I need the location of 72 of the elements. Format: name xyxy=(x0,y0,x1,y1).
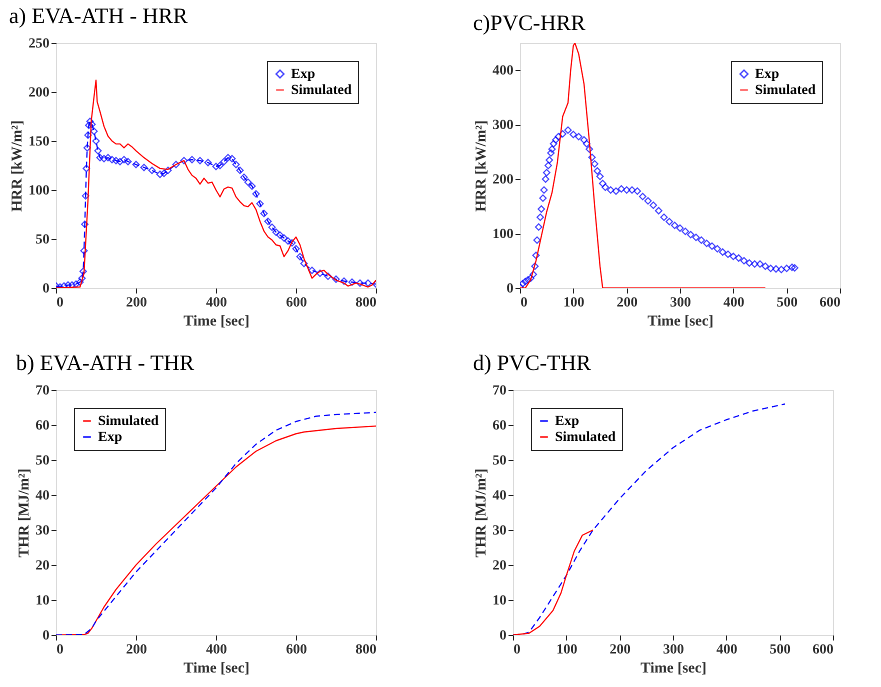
legend-label: Simulated xyxy=(291,83,352,98)
x-tick-label: 500 xyxy=(770,642,791,658)
x-tick-label: 600 xyxy=(286,296,307,310)
chart-title: a) EVA-ATH - HRR xyxy=(9,3,188,28)
chart-title: d) PVC-THR xyxy=(473,350,592,375)
y-tick-label: 10 xyxy=(492,594,506,608)
y-tick-label: 50 xyxy=(36,232,50,248)
x-tick-label: 100 xyxy=(563,296,584,310)
legend-label: Simulated xyxy=(555,430,616,445)
y-tick-label: 0 xyxy=(42,628,50,644)
x-axis-title: Time [sec] xyxy=(640,660,706,676)
line-series xyxy=(513,529,594,635)
y-tick-label: 0 xyxy=(42,282,50,296)
y-tick-label: 60 xyxy=(492,418,506,434)
x-tick-label: 100 xyxy=(556,642,578,658)
legend-label: Exp xyxy=(291,67,316,82)
x-tick-label: 400 xyxy=(716,642,738,658)
y-tick-label: 70 xyxy=(36,384,50,398)
legend-label: Simulated xyxy=(755,83,816,98)
legend-label: Exp xyxy=(755,67,780,82)
y-tick-label: 50 xyxy=(492,454,506,468)
y-axis-title: HRR [kW/m²] xyxy=(10,120,26,212)
x-tick-label: 200 xyxy=(126,296,147,310)
y-axis-title: THR [MJ/m²] xyxy=(474,468,490,558)
x-tick-label: 600 xyxy=(286,642,307,658)
x-tick-label: 800 xyxy=(356,642,376,658)
x-tick-label: 200 xyxy=(616,296,638,310)
y-tick-label: 100 xyxy=(28,184,50,198)
x-tick-label: 500 xyxy=(776,296,798,310)
y-tick-label: 20 xyxy=(36,558,50,574)
y-tick-label: 50 xyxy=(36,454,50,468)
y-tick-label: 200 xyxy=(492,172,514,188)
y-tick-label: 20 xyxy=(492,558,506,574)
x-tick-label: 200 xyxy=(610,642,631,658)
x-tick-label: 300 xyxy=(663,642,684,658)
y-tick-label: 40 xyxy=(36,488,50,504)
y-tick-label: 0 xyxy=(506,282,514,296)
x-tick-label: 400 xyxy=(206,642,227,658)
x-tick-label: 400 xyxy=(723,296,744,310)
y-tick-label: 60 xyxy=(36,418,50,434)
y-tick-label: 30 xyxy=(492,524,506,538)
legend-label: Exp xyxy=(555,414,580,429)
y-tick-label: 400 xyxy=(492,64,514,79)
legend-label: Simulated xyxy=(98,414,159,429)
y-tick-label: 10 xyxy=(36,594,50,608)
y-tick-label: 300 xyxy=(492,118,514,134)
y-tick-label: 70 xyxy=(492,384,506,398)
x-tick-label: 600 xyxy=(820,296,840,310)
y-tick-label: 250 xyxy=(28,36,50,52)
y-axis-title: HRR [kW/m²] xyxy=(474,120,490,212)
y-tick-label: 200 xyxy=(28,86,50,100)
x-axis-title: Time [sec] xyxy=(184,314,250,330)
y-tick-label: 30 xyxy=(36,524,50,538)
chart-title: c)PVC-HRR xyxy=(473,10,586,35)
x-tick-label: 0 xyxy=(56,296,64,310)
y-tick-label: 40 xyxy=(492,488,506,504)
x-axis-title: Time [sec] xyxy=(184,660,250,676)
y-tick-label: 0 xyxy=(500,628,506,644)
x-axis-title: Time [sec] xyxy=(648,314,714,330)
chart-title: b) EVA-ATH - THR xyxy=(16,350,195,375)
legend-label: Exp xyxy=(98,430,122,445)
x-tick-label: 400 xyxy=(206,296,227,310)
line-series xyxy=(56,80,376,288)
y-axis-title: THR [MJ/m²] xyxy=(16,468,32,558)
x-tick-label: 0 xyxy=(56,642,64,658)
y-tick-label: 150 xyxy=(28,134,50,150)
x-tick-label: 200 xyxy=(126,642,147,658)
x-tick-label: 800 xyxy=(356,296,376,310)
x-tick-label: 300 xyxy=(670,296,691,310)
x-tick-label: 600 xyxy=(812,642,834,658)
y-tick-label: 100 xyxy=(492,227,514,242)
x-tick-label: 0 xyxy=(520,296,528,310)
